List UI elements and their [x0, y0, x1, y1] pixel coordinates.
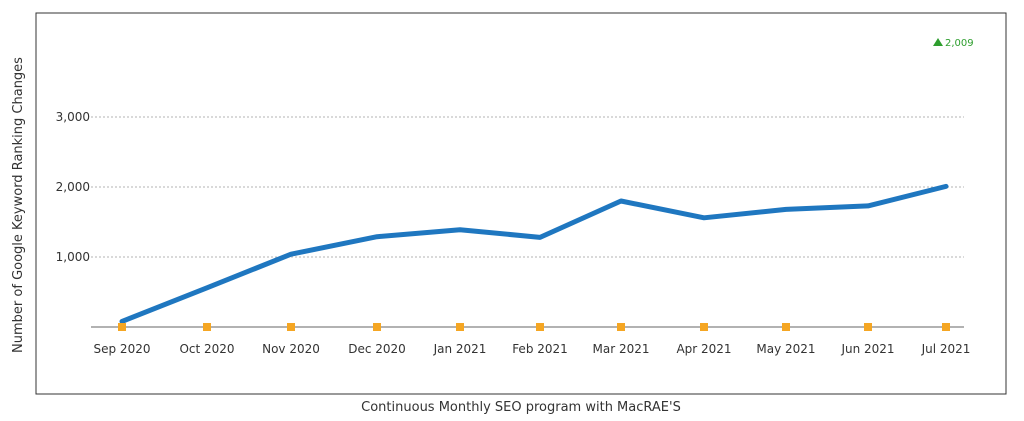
- x-tick-label: Apr 2021: [676, 342, 731, 356]
- x-tick-label: Dec 2020: [348, 342, 406, 356]
- square-marker: [456, 323, 464, 331]
- x-tick-label: May 2021: [756, 342, 815, 356]
- series-layer: [118, 183, 950, 331]
- last-value-badge: 2,009: [933, 38, 974, 49]
- x-axis-title: Continuous Monthly SEO program with MacR…: [361, 400, 681, 415]
- grid-layer: [91, 116, 964, 258]
- x-tick-label: Jul 2021: [921, 342, 971, 356]
- square-marker: [373, 323, 381, 331]
- x-tick-label: Jun 2021: [840, 342, 894, 356]
- x-tick-label: Jan 2021: [433, 342, 487, 356]
- square-marker: [287, 323, 295, 331]
- square-marker: [203, 323, 211, 331]
- y-axis-title: Number of Google Keyword Ranking Changes: [11, 57, 26, 353]
- x-tick-label: Oct 2020: [179, 342, 234, 356]
- square-marker: [864, 323, 872, 331]
- square-marker: [782, 323, 790, 331]
- square-marker: [942, 323, 950, 331]
- x-tick-label: Feb 2021: [512, 342, 568, 356]
- square-marker: [700, 323, 708, 331]
- series-line: [119, 183, 949, 324]
- x-tick-label: Sep 2020: [94, 342, 151, 356]
- square-marker: [617, 323, 625, 331]
- y-tick-label: 3,000: [56, 110, 90, 124]
- x-tick-label: Nov 2020: [262, 342, 320, 356]
- x-tick-label: Mar 2021: [593, 342, 650, 356]
- y-tick-label: 1,000: [56, 250, 90, 264]
- last-value-label: 2,009: [945, 38, 974, 49]
- square-marker: [536, 323, 544, 331]
- chart-frame: [35, 12, 1007, 395]
- triangle-up-icon: [933, 38, 943, 46]
- y-tick-label: 2,000: [56, 180, 90, 194]
- square-marker: [118, 323, 126, 331]
- label-layer: 1,000 2,000 3,000 Sep 2020 Oct 2020 Nov 2020 D…: [56, 110, 971, 356]
